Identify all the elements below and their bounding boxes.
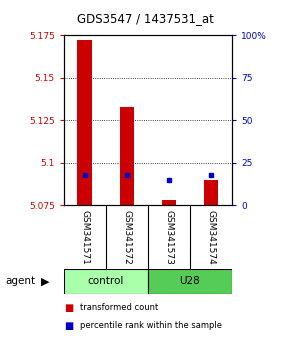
Text: GDS3547 / 1437531_at: GDS3547 / 1437531_at: [77, 12, 213, 25]
Text: GSM341572: GSM341572: [122, 210, 131, 264]
Text: ■: ■: [64, 321, 73, 331]
Bar: [162, 200, 176, 205]
Text: ■: ■: [64, 303, 73, 313]
Text: U28: U28: [180, 276, 200, 286]
Bar: [64, 269, 148, 294]
Text: GSM341571: GSM341571: [80, 210, 89, 265]
Bar: [204, 180, 218, 205]
Text: percentile rank within the sample: percentile rank within the sample: [80, 321, 222, 330]
Text: GSM341574: GSM341574: [206, 210, 215, 264]
Text: ▶: ▶: [41, 276, 49, 286]
Text: agent: agent: [6, 276, 36, 286]
Bar: [119, 107, 134, 205]
Bar: [77, 40, 92, 205]
Text: control: control: [88, 276, 124, 286]
Bar: [148, 269, 232, 294]
Text: GSM341573: GSM341573: [164, 210, 173, 265]
Text: transformed count: transformed count: [80, 303, 158, 313]
